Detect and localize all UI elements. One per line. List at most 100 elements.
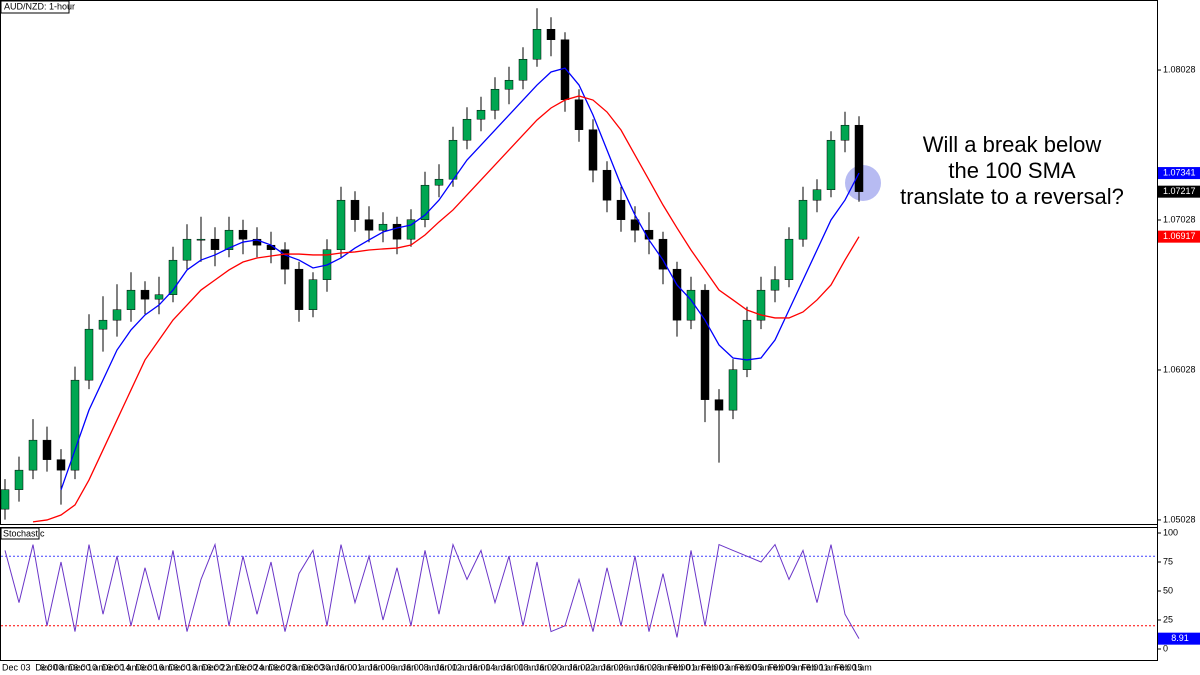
x-time-label: 6:00 am (440, 662, 473, 672)
x-tick-label: Dec 14 (102, 662, 131, 672)
candle-body (784, 238, 794, 280)
y-tick-label: 1.08028 (1163, 64, 1196, 74)
x-time-label: 6:00 am (107, 662, 140, 672)
chart-title: AUD/NZD: 1-hour (4, 1, 75, 11)
candle-body (854, 124, 864, 192)
candle-body (252, 238, 262, 246)
value-tag (1158, 632, 1200, 645)
candle-body (770, 279, 780, 291)
x-time-label: 6:00 am (639, 662, 672, 672)
series-line (60, 67, 860, 491)
x-time-label: 6:00 am (739, 662, 772, 672)
candle-body (196, 238, 206, 241)
candle-body (364, 219, 374, 231)
candle-body (168, 259, 178, 295)
candle-body (490, 88, 500, 111)
candle-body (406, 219, 416, 240)
x-tick-label: Jan 14 (468, 662, 495, 672)
x-tick-label: Dec 03 (2, 662, 31, 672)
x-time-label: 6:00 am (806, 662, 839, 672)
candle-body (84, 328, 94, 381)
x-time-label: 6:00 am (673, 662, 706, 672)
candle-body (434, 178, 444, 186)
x-time-label: 6:00 am (40, 662, 73, 672)
x-time-label: 6:00 am (540, 662, 573, 672)
candle-body (56, 459, 66, 471)
candle-body (420, 184, 430, 220)
y-tick-label: 1.07028 (1163, 214, 1196, 224)
candle-body (182, 238, 192, 261)
price-tag-label: 1.06917 (1163, 231, 1196, 241)
candle-body (0, 489, 10, 510)
candle-body (112, 309, 122, 321)
x-tick-label: Dec 10 (69, 662, 98, 672)
candle-body (350, 199, 360, 220)
candle-body (588, 129, 598, 171)
value-tag-label: 8.91 (1171, 633, 1189, 643)
x-time-label: 6:00 am (573, 662, 606, 672)
candle-body (154, 294, 164, 300)
annotation: Will a break below (923, 132, 1102, 157)
x-tick-label: Feb 15 (835, 662, 863, 672)
x-tick-label: Feb 11 (801, 662, 828, 672)
x-tick-label: Dec 22 (202, 662, 231, 672)
x-tick-label: Dec 16 (135, 662, 164, 672)
y-tick-label: 100 (1163, 527, 1178, 537)
price-tag (1158, 167, 1200, 180)
candle-body (294, 268, 304, 310)
x-tick-label: Jan 22 (568, 662, 595, 672)
y-tick-label: 0 (1163, 643, 1168, 653)
candle-body (840, 124, 850, 141)
x-tick-label: Jan 18 (502, 662, 529, 672)
title-box (0, 0, 70, 14)
indicator-title: Stochastic (3, 528, 45, 538)
candle-body (238, 229, 248, 240)
y-tick-label: 75 (1163, 556, 1173, 566)
candle-body (504, 79, 514, 90)
stochastic-panel (0, 527, 1158, 661)
candle-body (532, 28, 542, 60)
x-time-label: 6:00 am (606, 662, 639, 672)
candle-body (98, 319, 108, 330)
candle-body (518, 58, 528, 81)
x-time-label: 6:00 am (773, 662, 806, 672)
series-line (32, 95, 860, 523)
candle-body (714, 399, 724, 411)
candle-body (210, 238, 220, 250)
y-tick-label: 25 (1163, 614, 1173, 624)
candle-body (14, 469, 24, 490)
annotation: the 100 SMA (948, 158, 1076, 183)
x-time-label: 6:00 am (240, 662, 273, 672)
candle-body (28, 439, 38, 471)
candle-body (798, 199, 808, 240)
x-tick-label: Jan 01 (335, 662, 362, 672)
title-box (0, 527, 40, 540)
x-tick-label: Feb 05 (735, 662, 763, 672)
y-tick-label: 1.06028 (1163, 364, 1196, 374)
candle-body (756, 289, 766, 321)
x-tick-label: Dec 08 (35, 662, 64, 672)
candle-body (336, 199, 346, 250)
candle-body (280, 249, 290, 270)
candle-body (140, 289, 150, 300)
x-time-label: 6:00 am (306, 662, 339, 672)
candle-body (546, 28, 556, 40)
x-time-label: 6:00 am (706, 662, 739, 672)
candle-body (812, 189, 822, 201)
candle-body (602, 169, 612, 201)
candle-body (672, 268, 682, 321)
candle-body (448, 139, 458, 180)
candle-body (392, 223, 402, 240)
candle-body (742, 319, 752, 370)
x-tick-label: Jan 28 (635, 662, 662, 672)
candle-body (700, 289, 710, 400)
annotation: translate to a reversal? (900, 184, 1124, 209)
x-tick-label: Jan 06 (368, 662, 395, 672)
x-tick-label: Jan 08 (402, 662, 429, 672)
candle-body (70, 379, 80, 471)
candle-body (826, 139, 836, 190)
candle-body (378, 223, 388, 231)
x-tick-label: Dec 30 (302, 662, 331, 672)
candle-body (126, 289, 136, 310)
